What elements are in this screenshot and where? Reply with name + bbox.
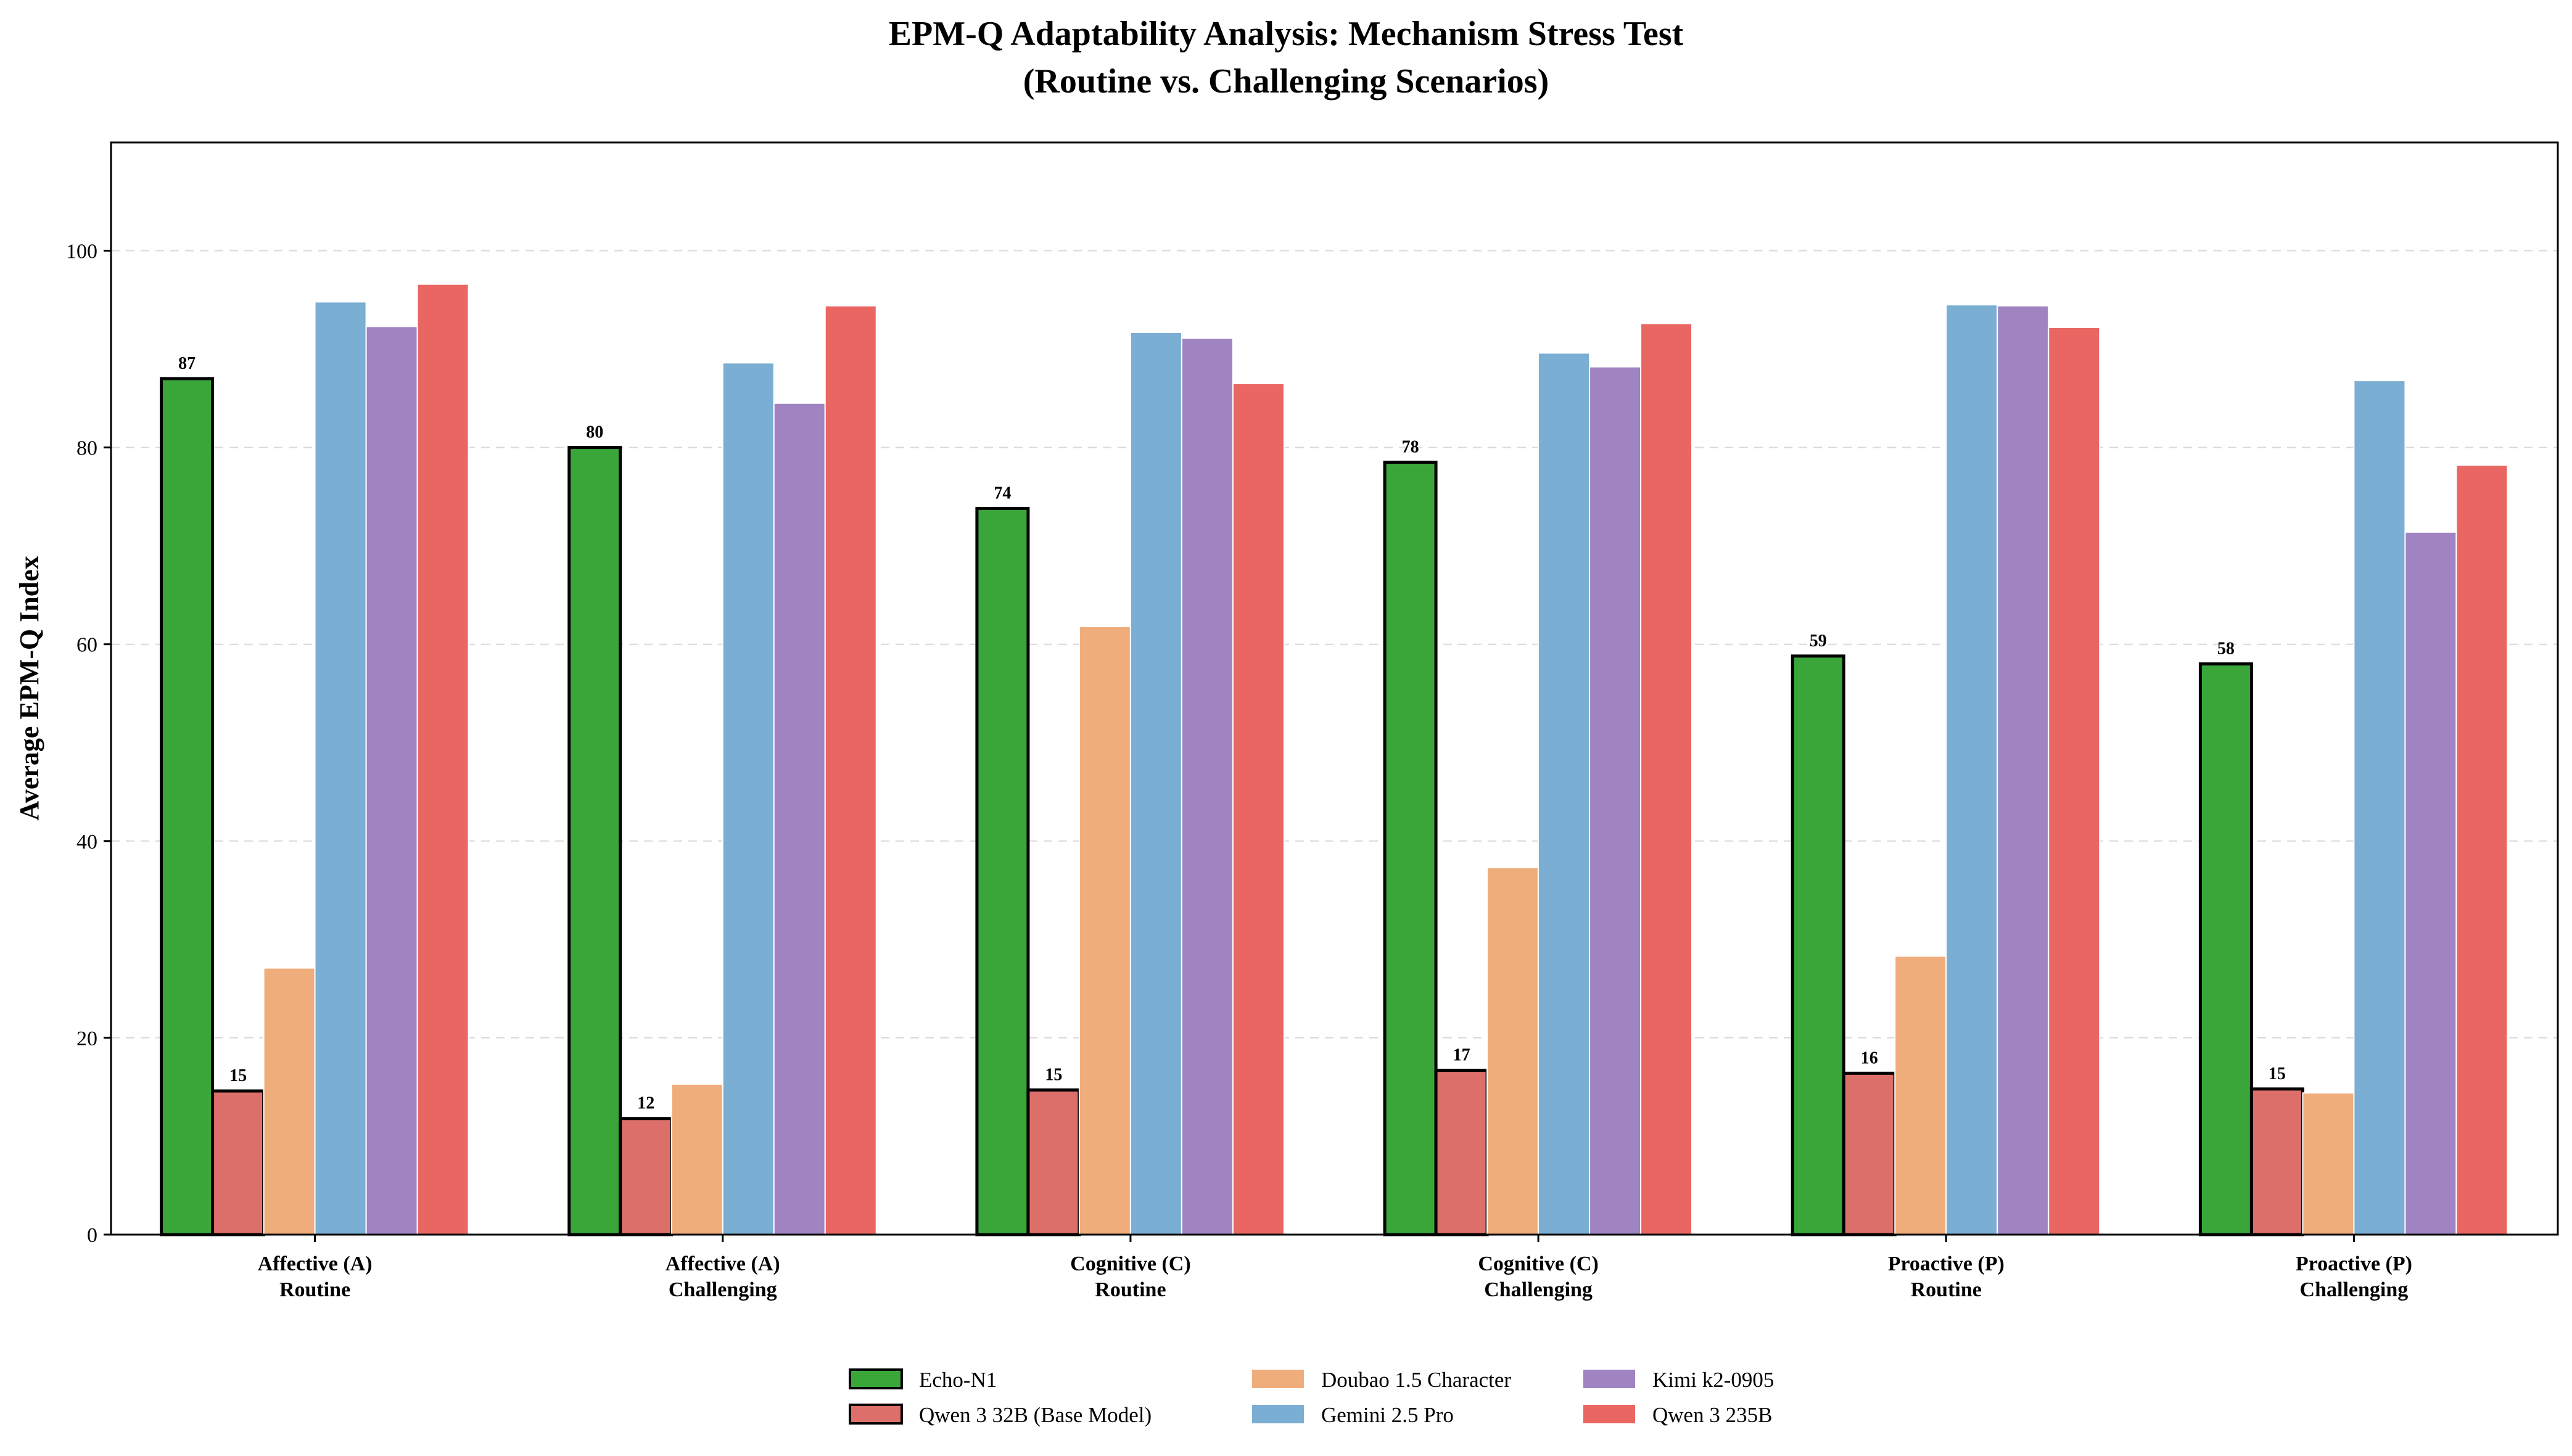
bar-kimi-k2-0905-4 — [1997, 305, 2050, 1235]
data-label: 15 — [229, 1066, 247, 1085]
bar-gemini-2-5-pro-4 — [1945, 304, 1998, 1236]
grid-lines — [111, 250, 2558, 1039]
x-axis: Affective (A) Routine Affective (A) Challen… — [258, 1235, 2412, 1301]
bar-qwen-3-235b-1 — [824, 305, 877, 1235]
legend-swatch — [1252, 1370, 1304, 1388]
y-tick-label: 0 — [87, 1224, 97, 1247]
x-tick-label: Routine — [1095, 1278, 1166, 1301]
y-axis-label: Average EPM-Q Index — [14, 556, 44, 820]
legend: Echo-N1 Qwen 3 32B (Base Model) Doubao 1.5… — [849, 1368, 1774, 1427]
data-labels: 87 15 80 12 74 15 78 17 59 16 58 15 — [178, 354, 2286, 1113]
x-tick-label: Proactive (P) — [2296, 1252, 2412, 1275]
y-tick-label: 40 — [76, 831, 97, 853]
bar-qwen-3-32b-base-model-2 — [1026, 1088, 1081, 1236]
bar-doubao-1-5-character-4 — [1894, 955, 1947, 1235]
x-tick-label: Cognitive (C) — [1070, 1252, 1190, 1275]
legend-swatch — [1583, 1370, 1635, 1388]
y-tick-label: 100 — [66, 241, 97, 263]
bar-qwen-3-32b-base-model-4 — [1842, 1071, 1897, 1236]
data-label: 59 — [1810, 631, 1827, 651]
bar-echo-n1-5 — [2198, 662, 2253, 1236]
bar-qwen-3-235b-3 — [1640, 323, 1693, 1235]
bar-qwen-3-32b-base-model-3 — [1434, 1069, 1489, 1236]
bar-kimi-k2-0905-5 — [2404, 531, 2457, 1236]
legend-label: Doubao 1.5 Character — [1321, 1368, 1511, 1392]
bar-echo-n1-4 — [1791, 654, 1845, 1236]
legend-swatch — [1252, 1405, 1304, 1423]
y-tick-label: 60 — [76, 634, 97, 657]
bar-gemini-2-5-pro-5 — [2353, 380, 2406, 1236]
legend-swatch — [849, 1368, 903, 1389]
data-label: 87 — [178, 354, 196, 373]
bar-qwen-3-32b-base-model-1 — [619, 1117, 674, 1236]
bar-gemini-2-5-pro-1 — [722, 362, 775, 1235]
data-label: 78 — [1402, 438, 1419, 457]
x-tick-label: Routine — [279, 1278, 350, 1301]
legend-swatch — [1583, 1405, 1635, 1423]
bar-gemini-2-5-pro-2 — [1129, 331, 1182, 1235]
x-tick-label: Proactive (P) — [1888, 1252, 2005, 1275]
chart-subtitle: (Routine vs. Challenging Scenarios) — [1023, 62, 1549, 101]
bar-gemini-2-5-pro-0 — [314, 301, 367, 1236]
data-label: 12 — [637, 1094, 654, 1113]
legend-label: Qwen 3 32B (Base Model) — [919, 1403, 1152, 1427]
chart-title: EPM-Q Adaptability Analysis: Mechanism S… — [889, 15, 1684, 53]
x-tick-label: Challenging — [2300, 1278, 2409, 1301]
bar-gemini-2-5-pro-3 — [1538, 352, 1591, 1235]
legend-label: Gemini 2.5 Pro — [1321, 1403, 1454, 1427]
data-label: 74 — [994, 484, 1011, 503]
bar-doubao-1-5-character-2 — [1078, 625, 1131, 1235]
bar-qwen-3-32b-base-model-5 — [2249, 1087, 2304, 1236]
data-label: 17 — [1453, 1046, 1470, 1065]
plot-frame — [110, 141, 2559, 1236]
bar-kimi-k2-0905-2 — [1181, 337, 1234, 1235]
bar-echo-n1-3 — [1383, 461, 1438, 1236]
bar-echo-n1-2 — [975, 507, 1030, 1236]
bar-qwen-3-235b-5 — [2455, 464, 2508, 1235]
data-label: 80 — [586, 423, 603, 442]
bar-echo-n1-0 — [160, 377, 215, 1236]
legend-label: Qwen 3 235B — [1652, 1403, 1772, 1427]
bar-qwen-3-235b-4 — [2048, 326, 2101, 1235]
bars — [160, 283, 2508, 1236]
data-label: 15 — [1045, 1065, 1062, 1084]
y-tick-label: 80 — [76, 437, 97, 460]
x-tick-label: Affective (A) — [258, 1252, 373, 1275]
x-tick-label: Challenging — [1484, 1278, 1593, 1301]
bar-doubao-1-5-character-0 — [263, 967, 316, 1235]
bar-kimi-k2-0905-0 — [365, 326, 418, 1235]
bar-qwen-3-32b-base-model-0 — [211, 1089, 266, 1236]
x-tick-label: Cognitive (C) — [1478, 1252, 1598, 1275]
bar-doubao-1-5-character-3 — [1486, 866, 1539, 1235]
y-tick-label: 20 — [76, 1027, 97, 1050]
data-label: 15 — [2269, 1064, 2286, 1084]
bar-doubao-1-5-character-1 — [670, 1083, 723, 1235]
bar-qwen-3-235b-0 — [416, 283, 469, 1235]
bar-doubao-1-5-character-5 — [2302, 1092, 2355, 1236]
bar-kimi-k2-0905-1 — [773, 402, 826, 1236]
bar-echo-n1-1 — [567, 446, 622, 1236]
data-label: 16 — [1861, 1048, 1878, 1067]
x-tick-label: Routine — [1911, 1278, 1982, 1301]
x-tick-label: Affective (A) — [666, 1252, 780, 1275]
legend-label: Echo-N1 — [919, 1368, 997, 1392]
x-tick-label: Challenging — [669, 1278, 777, 1301]
data-label: 58 — [2217, 640, 2235, 659]
legend-swatch — [849, 1404, 903, 1425]
bar-qwen-3-235b-2 — [1232, 382, 1285, 1236]
y-axis: 0 20 40 60 80 100 — [66, 241, 111, 1247]
bar-kimi-k2-0905-3 — [1589, 366, 1642, 1235]
legend-label: Kimi k2-0905 — [1652, 1368, 1774, 1392]
